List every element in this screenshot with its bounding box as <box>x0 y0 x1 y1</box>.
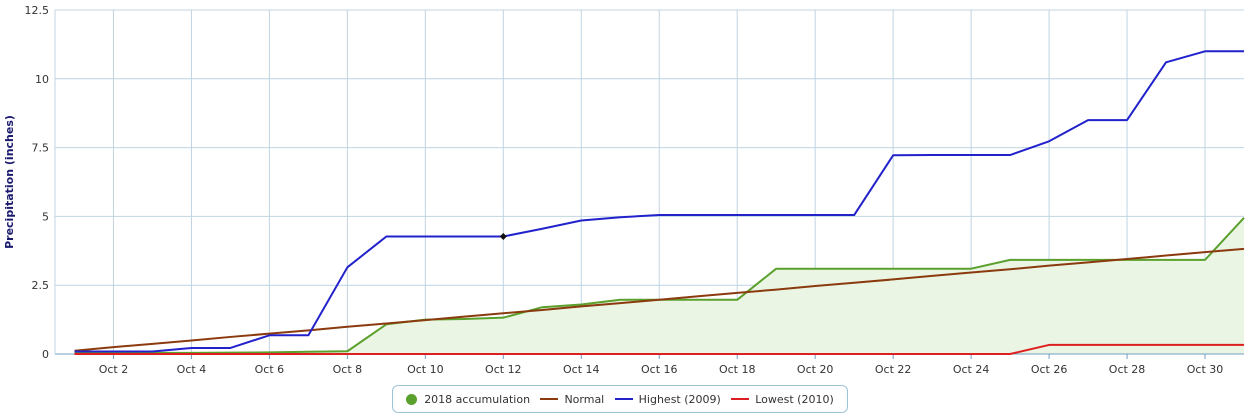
series-line-lowest-2010 <box>74 343 1244 355</box>
x-tick-label: Oct 26 <box>1031 363 1068 376</box>
y-axis-title: Precipitation (inches) <box>3 115 16 249</box>
x-tick-label: Oct 24 <box>953 363 990 376</box>
y-tick-label: 2.5 <box>32 279 50 292</box>
x-tick-label: Oct 22 <box>875 363 912 376</box>
x-tick-label: Oct 16 <box>641 363 678 376</box>
x-tick-label: Oct 10 <box>407 363 444 376</box>
legend: 2018 accumulation Normal Highest (2009) … <box>392 385 848 413</box>
y-tick-label: 0 <box>42 348 49 361</box>
x-tick-label: Oct 20 <box>797 363 834 376</box>
series-area-2018-accumulation <box>74 217 1244 354</box>
area-fills <box>74 217 1244 354</box>
legend-item-lowest-2010[interactable]: Lowest (2010) <box>731 393 834 406</box>
legend-label: 2018 accumulation <box>424 392 531 406</box>
legend-label: Highest (2009) <box>638 392 721 406</box>
x-tick-label: Oct 14 <box>563 363 600 376</box>
legend-label: Normal <box>564 392 605 406</box>
x-tick-label: Oct 6 <box>255 363 285 376</box>
x-tick-label: Oct 4 <box>177 363 207 376</box>
x-tick-label: Oct 2 <box>99 363 129 376</box>
markers <box>499 232 507 240</box>
x-tick-label: Oct 28 <box>1109 363 1146 376</box>
y-tick-label: 10 <box>35 73 49 86</box>
legend-dot-icon <box>406 393 418 405</box>
legend-line-icon <box>540 398 559 400</box>
x-tick-label: Oct 18 <box>719 363 756 376</box>
series-lines <box>74 50 1245 355</box>
legend-line-icon <box>614 398 633 400</box>
x-tick-label: Oct 30 <box>1187 363 1224 376</box>
legend-item-2018-accumulation[interactable]: 2018 accumulation <box>406 393 530 406</box>
x-tick-labels: Oct 2 Oct 4 Oct 6 Oct 8 Oct 10 Oct 12 Oct 14 Oc… <box>99 363 1224 376</box>
series-line-normal <box>74 247 1245 352</box>
series-line-highest-2009 <box>74 50 1244 353</box>
legend-line-icon <box>731 398 750 400</box>
y-tick-label: 12.5 <box>25 4 50 17</box>
legend-item-highest-2009[interactable]: Highest (2009) <box>614 392 721 406</box>
y-tick-labels: 0 2.5 5 7.5 10 12.5 <box>25 4 50 361</box>
x-tick-label: Oct 12 <box>485 363 522 376</box>
y-tick-label: 7.5 <box>32 142 50 155</box>
legend-label: Lowest (2010) <box>755 392 834 406</box>
x-tick-label: Oct 8 <box>333 363 363 376</box>
legend-item-normal[interactable]: Normal <box>540 393 604 406</box>
highlight-point-marker <box>499 232 507 240</box>
grid-lines <box>55 9 1244 359</box>
y-tick-label: 5 <box>42 210 49 223</box>
